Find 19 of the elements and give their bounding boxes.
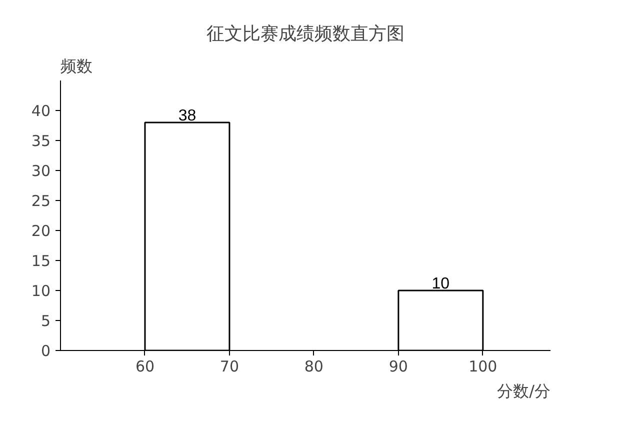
y-tick-label: 10 <box>31 282 51 300</box>
chart-title: 征文比赛成绩频数直方图 <box>206 24 404 44</box>
y-tick-label: 20 <box>31 222 51 240</box>
data-label: 10 <box>432 276 450 292</box>
x-axis-title: 分数/分 <box>497 382 550 400</box>
y-axis-title: 频数 <box>60 56 92 76</box>
x-tick-label: 70 <box>220 358 240 376</box>
x-tick-label: 90 <box>388 358 408 376</box>
y-tick-label: 15 <box>31 252 51 270</box>
x-tick-label: 100 <box>468 358 498 376</box>
y-tick-label: 25 <box>31 192 51 210</box>
y-tick-label: 30 <box>31 162 51 180</box>
x-tick-label: 80 <box>304 358 324 376</box>
y-tick-label: 5 <box>40 312 51 330</box>
y-tick-label: 0 <box>40 342 51 360</box>
data-label: 38 <box>178 108 196 124</box>
y-tick-label: 40 <box>31 102 51 120</box>
x-tick-label: 60 <box>135 358 155 376</box>
y-tick-label: 35 <box>31 132 51 150</box>
